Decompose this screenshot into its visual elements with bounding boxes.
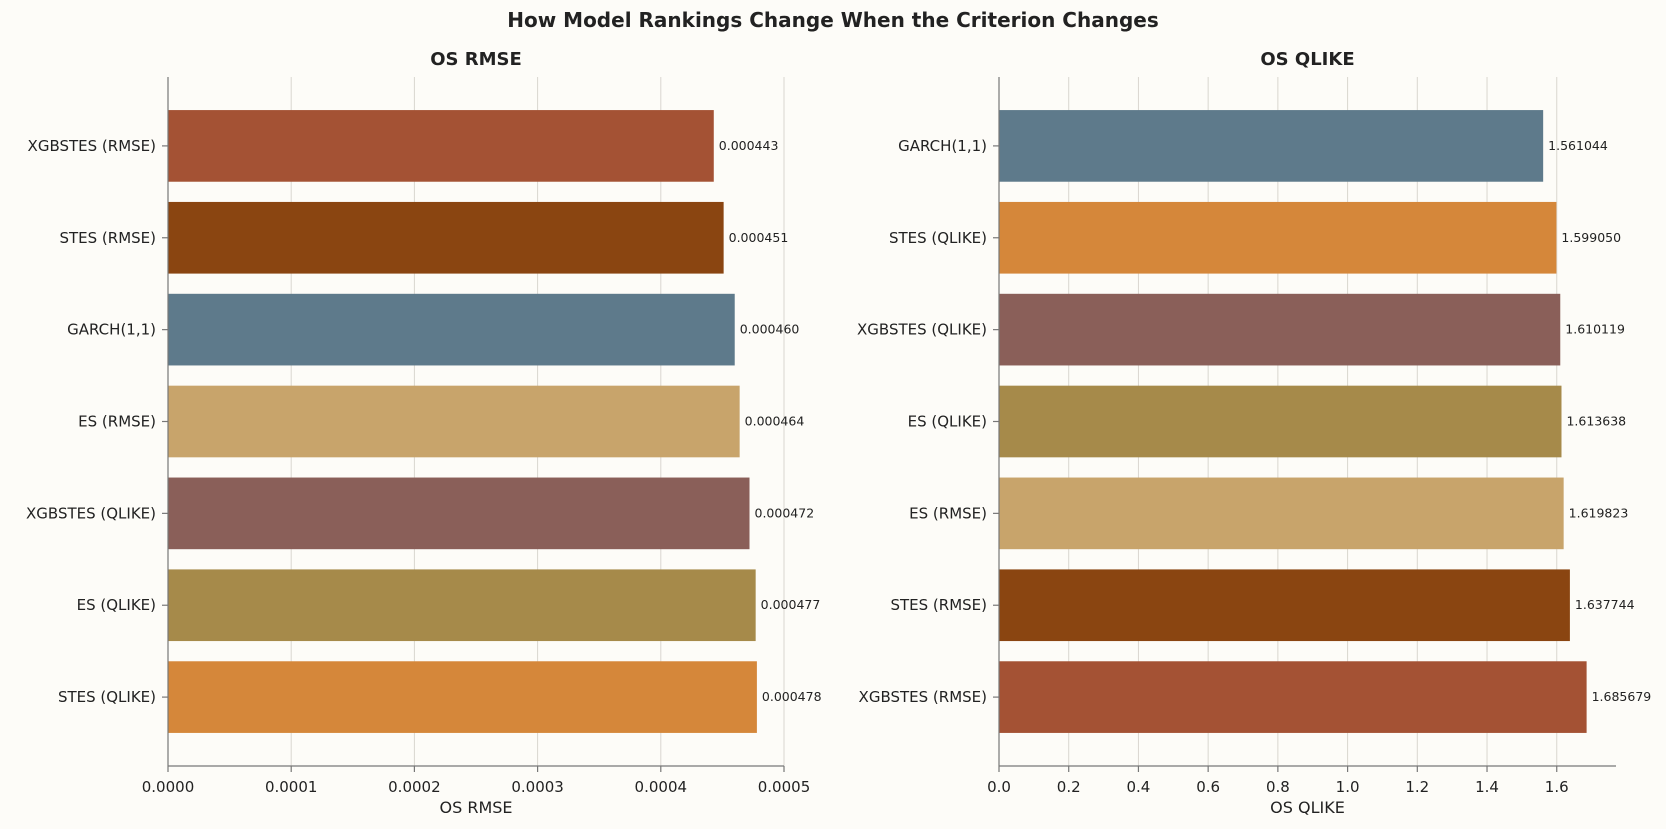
category-label-stes-rmse: STES (RMSE) xyxy=(890,596,987,614)
bar-es-rmse xyxy=(999,477,1564,550)
x-tick-label: 0.0000 xyxy=(142,778,195,796)
x-tick-label: 0.0005 xyxy=(758,778,811,796)
figure-title: How Model Rankings Change When the Crite… xyxy=(507,8,1158,32)
panel-title: OS RMSE xyxy=(430,49,522,70)
x-tick-label: 0.6 xyxy=(1196,778,1220,796)
category-label-xgbstes-rmse: XGBSTES (RMSE) xyxy=(859,688,987,706)
x-tick-label: 0.2 xyxy=(1057,778,1081,796)
x-tick-label: 0.0 xyxy=(987,778,1011,796)
bar-stes-qlike xyxy=(168,661,757,733)
panel-os-qlike: 1.561044 GARCH(1,1) 1.599050 STES (QLIKE) 1.… xyxy=(857,49,1651,817)
x-tick-label: 0.0003 xyxy=(511,778,564,796)
bar-xgbstes-qlike xyxy=(999,293,1561,366)
x-axis-label: OS RMSE xyxy=(439,798,512,817)
bar-stes-rmse xyxy=(168,201,724,274)
x-tick-label: 0.0001 xyxy=(265,778,318,796)
bar-es-qlike xyxy=(168,569,756,642)
bar-xgbstes-qlike xyxy=(168,477,750,550)
bar-stes-qlike xyxy=(999,201,1557,274)
value-label-stes-qlike: 0.000478 xyxy=(762,689,822,704)
category-label-xgbstes-rmse: XGBSTES (RMSE) xyxy=(28,137,156,155)
value-label-garch-1-1: 1.561044 xyxy=(1548,138,1608,153)
value-label-es-rmse: 1.619823 xyxy=(1569,505,1629,520)
category-label-es-rmse: ES (RMSE) xyxy=(78,413,156,431)
bar-es-rmse xyxy=(168,385,740,458)
category-label-garch-1-1: GARCH(1,1) xyxy=(898,137,987,155)
value-label-xgbstes-rmse: 0.000443 xyxy=(719,138,779,153)
x-tick-label: 0.0002 xyxy=(388,778,441,796)
category-label-es-qlike: ES (QLIKE) xyxy=(908,413,987,431)
value-label-xgbstes-rmse: 1.685679 xyxy=(1592,689,1652,704)
x-tick-label: 1.6 xyxy=(1545,778,1569,796)
category-label-es-rmse: ES (RMSE) xyxy=(909,504,987,522)
value-label-garch-1-1: 0.000460 xyxy=(740,322,800,337)
value-label-es-qlike: 0.000477 xyxy=(761,597,821,612)
value-label-stes-qlike: 1.599050 xyxy=(1561,230,1621,245)
x-tick-label: 1.4 xyxy=(1475,778,1499,796)
value-label-stes-rmse: 0.000451 xyxy=(729,230,789,245)
category-label-stes-qlike: STES (QLIKE) xyxy=(889,229,987,247)
value-label-es-rmse: 0.000464 xyxy=(745,414,805,429)
category-label-es-qlike: ES (QLIKE) xyxy=(77,596,156,614)
category-label-xgbstes-qlike: XGBSTES (QLIKE) xyxy=(26,504,156,522)
x-tick-label: 0.8 xyxy=(1266,778,1290,796)
category-label-xgbstes-qlike: XGBSTES (QLIKE) xyxy=(857,321,987,339)
bar-garch-1-1 xyxy=(999,110,1544,182)
value-label-xgbstes-qlike: 1.610119 xyxy=(1565,322,1625,337)
x-tick-label: 0.0004 xyxy=(635,778,688,796)
bar-stes-rmse xyxy=(999,569,1570,642)
value-label-xgbstes-qlike: 0.000472 xyxy=(755,505,815,520)
bar-es-qlike xyxy=(999,385,1562,458)
category-label-stes-rmse: STES (RMSE) xyxy=(59,229,156,247)
panel-title: OS QLIKE xyxy=(1260,49,1354,70)
value-label-stes-rmse: 1.637744 xyxy=(1575,597,1635,612)
bar-garch-1-1 xyxy=(168,293,735,366)
x-tick-label: 1.2 xyxy=(1405,778,1429,796)
category-label-garch-1-1: GARCH(1,1) xyxy=(67,321,156,339)
x-tick-label: 1.0 xyxy=(1336,778,1360,796)
panel-os-rmse: 0.000443 XGBSTES (RMSE) 0.000451 STES (RMSE… xyxy=(26,49,822,817)
x-axis-label: OS QLIKE xyxy=(1270,798,1345,817)
x-tick-label: 0.4 xyxy=(1127,778,1151,796)
category-label-stes-qlike: STES (QLIKE) xyxy=(58,688,156,706)
value-label-es-qlike: 1.613638 xyxy=(1566,414,1626,429)
bar-xgbstes-rmse xyxy=(999,661,1587,733)
bar-xgbstes-rmse xyxy=(168,110,714,182)
